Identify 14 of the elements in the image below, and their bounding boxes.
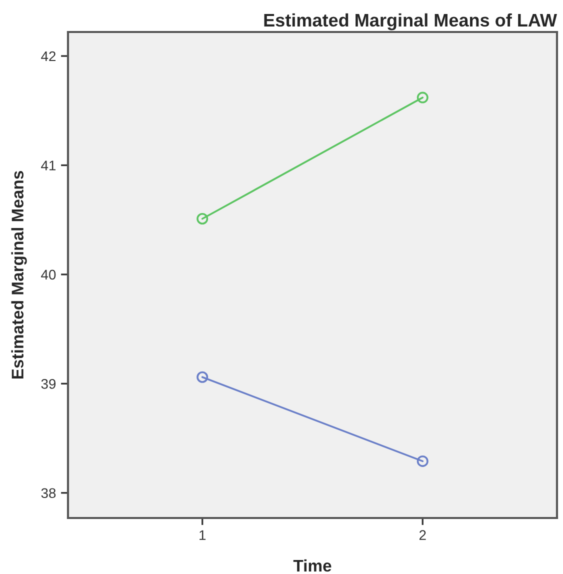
x-tick-label: 1 bbox=[200, 530, 206, 540]
y-tick-label: 38 bbox=[41, 488, 56, 498]
x-tick-label: 2 bbox=[419, 530, 426, 540]
point bbox=[416, 455, 428, 467]
chart-title: Estimated Marginal Means of LAW bbox=[264, 13, 557, 30]
y-tick-label: 40 bbox=[41, 270, 56, 280]
y-axis-title: Estimated Marginal Means bbox=[11, 171, 27, 379]
x-axis-title: Time bbox=[293, 559, 332, 572]
y-tick-label: 39 bbox=[41, 379, 56, 389]
y-tick-label: 42 bbox=[41, 51, 56, 62]
point bbox=[196, 212, 208, 225]
point bbox=[416, 92, 428, 104]
point bbox=[196, 371, 208, 383]
y-tick-label: 41 bbox=[41, 160, 56, 170]
